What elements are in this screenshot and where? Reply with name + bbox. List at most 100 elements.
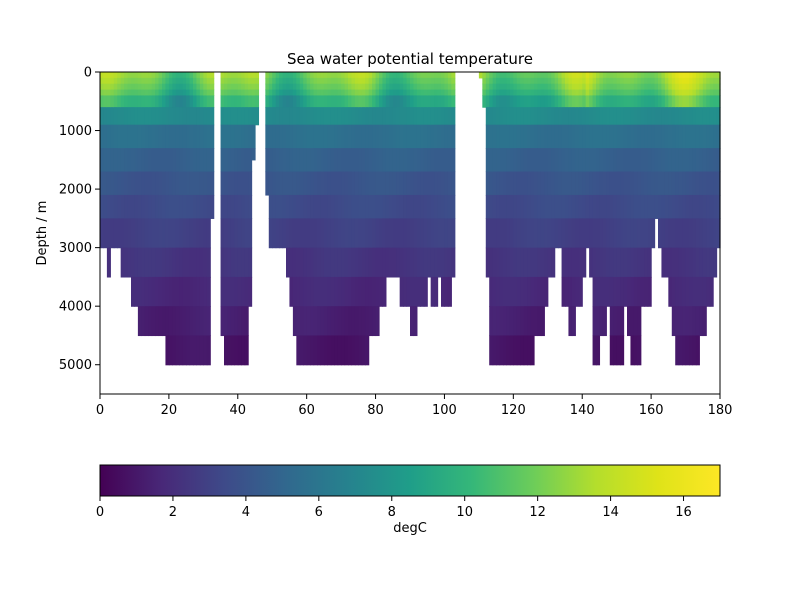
- heatmap-cell: [327, 107, 332, 126]
- heatmap-cell: [241, 306, 246, 337]
- heatmap-cell: [303, 148, 308, 173]
- heatmap-cell: [361, 306, 366, 337]
- heatmap-cell: [144, 83, 149, 91]
- heatmap-cell: [709, 72, 714, 79]
- heatmap-cell: [348, 95, 353, 108]
- heatmap-cell: [664, 72, 669, 79]
- heatmap-cell: [124, 148, 129, 173]
- heatmap-cell: [224, 194, 229, 219]
- heatmap-cell: [554, 83, 559, 91]
- heatmap-cell: [310, 171, 315, 196]
- heatmap-cell: [671, 107, 676, 126]
- heatmap-cell: [685, 194, 690, 219]
- heatmap-cell: [699, 306, 704, 337]
- heatmap-cell: [509, 77, 514, 85]
- heatmap-cell: [609, 171, 614, 196]
- heatmap-cell: [337, 72, 342, 79]
- heatmap-cell: [323, 306, 328, 337]
- heatmap-cell: [179, 107, 184, 126]
- heatmap-cell: [678, 194, 683, 219]
- heatmap-cell: [137, 148, 142, 173]
- heatmap-cell: [292, 276, 297, 307]
- heatmap-cell: [368, 107, 373, 126]
- heatmap-cell: [661, 218, 666, 249]
- heatmap-cell: [375, 194, 380, 219]
- heatmap-cell: [272, 77, 277, 85]
- heatmap-cell: [575, 72, 580, 79]
- heatmap-cell: [334, 124, 339, 149]
- heatmap-cell: [523, 83, 528, 91]
- heatmap-cell: [303, 95, 308, 108]
- heatmap-cell: [551, 124, 556, 149]
- heatmap-cell: [193, 247, 198, 278]
- heatmap-cell: [489, 276, 494, 307]
- heatmap-cell: [144, 218, 149, 249]
- heatmap-cell: [182, 306, 187, 337]
- heatmap-cell: [189, 124, 194, 149]
- heatmap-cell: [671, 83, 676, 91]
- heatmap-cell: [220, 107, 225, 126]
- heatmap-cell: [599, 276, 604, 307]
- heatmap-cell: [354, 89, 359, 97]
- heatmap-cell: [582, 89, 587, 97]
- heatmap-cell: [506, 77, 511, 85]
- heatmap-cell: [689, 218, 694, 249]
- heatmap-cell: [544, 148, 549, 173]
- heatmap-cell: [602, 83, 607, 91]
- heatmap-cell: [534, 107, 539, 126]
- heatmap-cell: [589, 171, 594, 196]
- heatmap-cell: [551, 89, 556, 97]
- heatmap-cell: [633, 83, 638, 91]
- heatmap-cell: [668, 83, 673, 91]
- heatmap-cell: [344, 276, 349, 307]
- heatmap-cell: [420, 276, 425, 307]
- heatmap-cell: [234, 306, 239, 337]
- heatmap-cell: [644, 89, 649, 97]
- heatmap-cell: [282, 83, 287, 91]
- heatmap-cell: [165, 89, 170, 97]
- heatmap-cell: [516, 124, 521, 149]
- heatmap-cell: [647, 77, 652, 85]
- heatmap-cell: [527, 77, 532, 85]
- heatmap-cell: [551, 107, 556, 126]
- heatmap-cell: [582, 124, 587, 149]
- heatmap-cell: [713, 218, 718, 249]
- heatmap-cell: [485, 72, 490, 79]
- heatmap-cell: [644, 247, 649, 278]
- heatmap-cell: [551, 148, 556, 173]
- heatmap-cell: [230, 247, 235, 278]
- heatmap-cell: [599, 306, 604, 337]
- heatmap-cell: [186, 77, 191, 85]
- heatmap-cell: [313, 247, 318, 278]
- heatmap-cell: [403, 77, 408, 85]
- heatmap-cell: [361, 171, 366, 196]
- heatmap-cell: [675, 276, 680, 307]
- heatmap-cell: [509, 306, 514, 337]
- heatmap-cell: [196, 72, 201, 79]
- heatmap-cell: [172, 95, 177, 108]
- heatmap-cell: [496, 72, 501, 79]
- heatmap-cell: [313, 89, 318, 97]
- heatmap-cell: [575, 107, 580, 126]
- heatmap-cell: [685, 89, 690, 97]
- heatmap-cell: [375, 95, 380, 108]
- heatmap-cell: [341, 107, 346, 126]
- heatmap-cell: [151, 89, 156, 97]
- heatmap-cell: [313, 95, 318, 108]
- heatmap-cell: [633, 124, 638, 149]
- heatmap-cell: [406, 89, 411, 97]
- heatmap-cell: [664, 89, 669, 97]
- heatmap-cell: [441, 124, 446, 149]
- heatmap-cell: [317, 335, 322, 366]
- heatmap-cell: [585, 89, 590, 97]
- heatmap-cell: [193, 218, 198, 249]
- heatmap-cell: [544, 83, 549, 91]
- heatmap-cell: [199, 194, 204, 219]
- heatmap-cell: [272, 194, 277, 219]
- heatmap-cell: [485, 247, 490, 278]
- heatmap-cell: [334, 171, 339, 196]
- heatmap-cell: [647, 107, 652, 126]
- heatmap-cell: [640, 107, 645, 126]
- heatmap-cell: [575, 247, 580, 278]
- heatmap-cell: [613, 218, 618, 249]
